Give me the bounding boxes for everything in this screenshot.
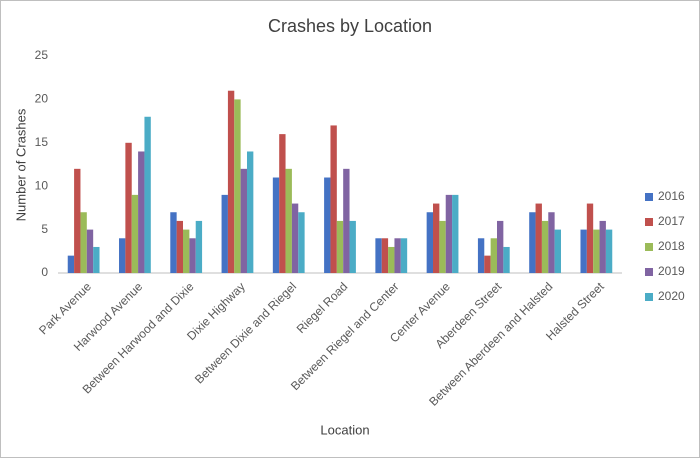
bar bbox=[86, 229, 94, 273]
bar bbox=[388, 246, 395, 273]
bar bbox=[535, 203, 542, 273]
bar bbox=[605, 229, 613, 273]
chart-title: Crashes by Location bbox=[268, 16, 432, 36]
bar bbox=[580, 229, 587, 273]
bar bbox=[227, 90, 235, 273]
bar bbox=[176, 220, 184, 273]
bar bbox=[195, 220, 203, 273]
y-tick-label: 25 bbox=[35, 48, 49, 62]
y-tick-label: 15 bbox=[35, 135, 49, 149]
bar bbox=[433, 203, 440, 273]
bar bbox=[496, 220, 504, 273]
legend-label: 2016 bbox=[658, 189, 685, 203]
bar bbox=[330, 125, 337, 273]
bar bbox=[170, 212, 177, 273]
legend-swatch bbox=[645, 218, 653, 226]
bar bbox=[272, 177, 280, 273]
bar bbox=[125, 142, 132, 273]
legend-swatch bbox=[645, 268, 653, 276]
legend-swatch bbox=[645, 193, 653, 201]
bar bbox=[477, 238, 485, 273]
bar bbox=[93, 246, 100, 273]
bar bbox=[381, 238, 389, 273]
bar bbox=[189, 238, 196, 273]
bar bbox=[484, 255, 491, 273]
bar bbox=[67, 255, 75, 273]
bar bbox=[291, 203, 299, 273]
bar bbox=[119, 238, 126, 273]
bar bbox=[439, 220, 446, 273]
bar bbox=[394, 238, 401, 273]
bar bbox=[529, 212, 536, 273]
bar bbox=[285, 168, 292, 273]
bar bbox=[138, 151, 145, 273]
legend-label: 2017 bbox=[658, 214, 685, 228]
bar bbox=[80, 212, 87, 273]
bar bbox=[593, 229, 600, 273]
bar bbox=[298, 212, 305, 273]
bar bbox=[240, 168, 247, 273]
bar bbox=[445, 194, 453, 273]
bar bbox=[490, 238, 497, 273]
x-axis-title: Location bbox=[320, 422, 369, 437]
bar bbox=[541, 220, 549, 273]
bar bbox=[279, 134, 286, 273]
y-tick-label: 0 bbox=[41, 265, 48, 279]
y-axis-title: Number of Crashes bbox=[13, 108, 28, 221]
bar bbox=[246, 151, 254, 273]
y-tick-label: 10 bbox=[35, 178, 49, 192]
bar bbox=[336, 220, 344, 273]
bar bbox=[452, 194, 459, 273]
bar bbox=[400, 238, 408, 273]
bar bbox=[343, 168, 350, 273]
legend-label: 2020 bbox=[658, 289, 685, 303]
legend-swatch bbox=[645, 293, 653, 301]
bar bbox=[221, 194, 228, 273]
bar bbox=[144, 116, 151, 273]
bar bbox=[131, 194, 139, 273]
bar bbox=[324, 177, 331, 273]
legend-label: 2019 bbox=[658, 264, 685, 278]
bar bbox=[554, 229, 561, 273]
legend-swatch bbox=[645, 243, 653, 251]
bar bbox=[599, 220, 606, 273]
bar bbox=[586, 203, 594, 273]
bar bbox=[234, 99, 241, 274]
bar bbox=[183, 229, 190, 273]
bar bbox=[503, 246, 510, 273]
y-tick-label: 20 bbox=[35, 92, 49, 106]
bar bbox=[548, 212, 555, 273]
bar bbox=[74, 168, 81, 273]
bar bbox=[375, 238, 382, 273]
bar bbox=[349, 220, 356, 273]
legend-label: 2018 bbox=[658, 239, 685, 253]
y-tick-label: 5 bbox=[41, 222, 48, 236]
bar bbox=[426, 212, 434, 273]
